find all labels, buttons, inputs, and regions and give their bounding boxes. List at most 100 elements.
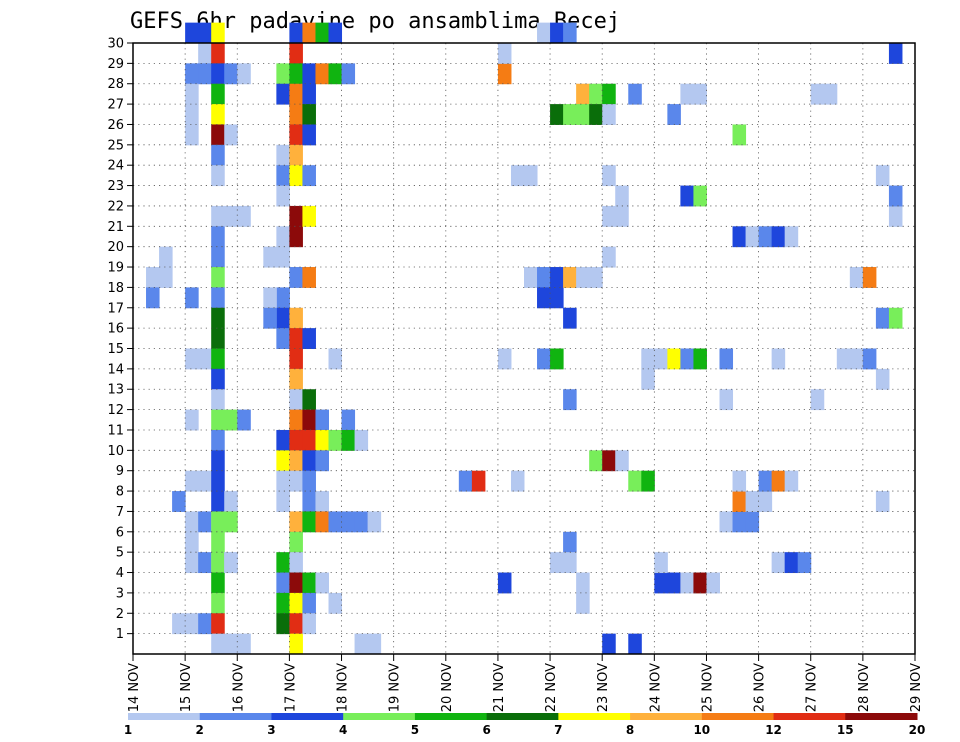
heatmap-cell	[211, 511, 225, 533]
heatmap-cell	[211, 491, 225, 512]
heatmap-cell	[289, 226, 303, 248]
heatmap-cell	[211, 531, 225, 553]
colorbar-swatch	[271, 713, 344, 720]
heatmap-cell	[615, 450, 629, 472]
heatmap-cell	[289, 205, 303, 227]
heatmap-cell	[510, 165, 525, 187]
heatmap-cell	[875, 165, 890, 187]
heatmap-cell	[159, 267, 173, 288]
heatmap-cell	[875, 491, 890, 512]
heatmap-cell	[315, 429, 329, 451]
heatmap-cell	[185, 552, 199, 574]
heatmap-cell	[146, 267, 160, 288]
heatmap-cell	[589, 104, 603, 125]
heatmap-cell	[289, 63, 303, 85]
y-tick-label: 14	[107, 362, 124, 377]
heatmap-cell	[628, 470, 642, 492]
y-tick-label: 3	[116, 586, 124, 601]
heatmap-cell	[589, 83, 603, 105]
heatmap-cell	[888, 185, 903, 207]
heatmap-cell	[289, 368, 303, 390]
heatmap-cell	[524, 165, 538, 187]
y-tick-label: 7	[116, 505, 124, 520]
colorbar-swatch	[773, 713, 846, 720]
heatmap-cell	[497, 43, 512, 64]
colorbar-swatch	[558, 713, 631, 720]
heatmap-cell	[302, 63, 316, 85]
heatmap-cell	[576, 83, 590, 105]
heatmap-cell	[302, 613, 316, 635]
heatmap-cell	[237, 633, 251, 655]
heatmap-cell	[328, 348, 343, 370]
heatmap-cell	[211, 572, 225, 594]
colorbar: 1 2 3 4 5 6 7 8 10 12 15 20	[124, 713, 925, 737]
heatmap-cell	[862, 267, 877, 288]
heatmap-cell	[302, 124, 316, 146]
y-tick-label: 19	[107, 261, 124, 276]
heatmap-cell	[211, 348, 225, 370]
heatmap-cell	[354, 633, 369, 655]
heatmap-cell	[302, 83, 316, 105]
heatmap-cell	[315, 572, 329, 594]
heatmap-cell	[888, 307, 903, 329]
y-tick-label: 30	[107, 37, 124, 52]
heatmap-cell	[341, 429, 356, 451]
y-tick-label: 21	[107, 220, 124, 235]
heatmap-cell	[211, 104, 225, 125]
heatmap-cell	[888, 43, 903, 64]
heatmap-cell	[302, 409, 316, 431]
heatmap-cell	[289, 613, 303, 635]
x-tick-label: 18 NOV	[336, 663, 351, 712]
colorbar-swatch	[128, 713, 201, 720]
heatmap-cell	[602, 205, 616, 227]
heatmap-cell	[224, 124, 238, 146]
heatmap-cell	[302, 104, 316, 125]
y-tick-label: 28	[107, 77, 124, 92]
heatmap-cell	[289, 307, 303, 329]
heatmap-cell	[693, 348, 707, 370]
heatmap-cell	[276, 552, 290, 574]
heatmap-cell	[745, 226, 760, 248]
heatmap-cell	[211, 267, 225, 288]
heatmap-cell	[745, 491, 760, 512]
heatmap-cell	[680, 83, 694, 105]
heatmap-cell	[563, 22, 577, 44]
heatmap-cell	[289, 124, 303, 146]
heatmap-cell	[524, 267, 538, 288]
x-tick-label: 14 NOV	[127, 663, 142, 712]
heatmap-cell	[550, 22, 564, 44]
heatmap-cell	[302, 511, 316, 533]
heatmap-cell	[276, 470, 290, 492]
heatmap-cell	[849, 267, 864, 288]
heatmap-cell	[654, 348, 668, 370]
heatmap-cell	[185, 511, 199, 533]
colorbar-label: 6	[482, 723, 490, 737]
heatmap-cell	[537, 267, 551, 288]
heatmap-cell	[198, 348, 212, 370]
heatmap-cell	[497, 348, 512, 370]
y-tick-label: 16	[107, 322, 124, 337]
heatmap-cell	[289, 572, 303, 594]
colorbar-label: 8	[626, 723, 634, 737]
heatmap-cell	[550, 287, 564, 309]
heatmap-cell	[211, 328, 225, 349]
heatmap-cell	[302, 572, 316, 594]
heatmap-cell	[693, 185, 707, 207]
heatmap-cell	[810, 83, 825, 105]
x-tick-label: 22 NOV	[544, 663, 559, 712]
heatmap-cell	[654, 572, 668, 594]
heatmap-cell	[237, 205, 251, 227]
heatmap-cell	[589, 450, 603, 472]
heatmap-cell	[224, 63, 238, 85]
heatmap-cell	[732, 491, 747, 512]
heatmap-cell	[563, 389, 577, 411]
colorbar-swatch	[414, 713, 488, 720]
y-tick-label: 22	[107, 199, 124, 214]
colorbar-swatch	[845, 713, 918, 720]
heatmap-cell	[784, 226, 799, 248]
y-tick-label: 12	[107, 403, 124, 418]
heatmap-cell	[185, 63, 199, 85]
heatmap-cell	[146, 287, 160, 309]
heatmap-cell	[628, 83, 642, 105]
heatmap-cell	[289, 83, 303, 105]
